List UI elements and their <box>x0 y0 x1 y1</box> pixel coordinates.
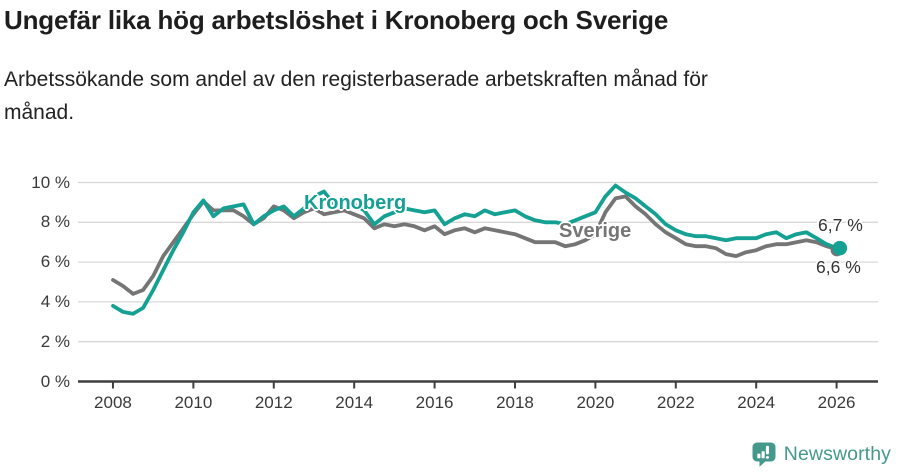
chart-title: Ungefär lika hög arbetslöshet i Kronober… <box>4 5 669 35</box>
x-tick-label-2022: 2022 <box>656 393 695 412</box>
x-tick-label-2010: 2010 <box>174 393 213 412</box>
x-tick-label-2014: 2014 <box>335 393 374 412</box>
y-tick-label-4: 4 % <box>40 291 70 311</box>
end-dot-kronoberg <box>832 240 848 256</box>
series-line-kronoberg <box>111 183 842 316</box>
end-value-label-kronoberg: 6,7 % <box>818 215 863 235</box>
y-tick-label-10: 10 % <box>31 172 70 192</box>
newsworthy-chart-bubble-icon <box>752 442 776 467</box>
x-tick-label-2012: 2012 <box>254 393 293 412</box>
x-tick-label-2020: 2020 <box>576 393 615 412</box>
series-line-sverige <box>111 194 842 296</box>
newsworthy-logo: Newsworthy <box>751 441 891 467</box>
y-tick-label-6: 6 % <box>40 252 70 272</box>
y-tick-label-8: 8 % <box>40 212 70 232</box>
x-tick-label-2016: 2016 <box>415 393 454 412</box>
end-value-label-sverige: 6,6 % <box>816 257 861 277</box>
x-tick-label-2008: 2008 <box>94 393 132 412</box>
series-label-kronoberg: Kronoberg <box>304 192 407 214</box>
chart-subtitle: Arbetssökande som andel av den registerb… <box>4 68 708 124</box>
newsworthy-wordmark: Newsworthy <box>783 442 891 465</box>
series-label-sverige: Sverige <box>559 220 632 242</box>
x-tick-label-2024: 2024 <box>737 393 776 412</box>
y-tick-label-0: 0 % <box>40 371 70 391</box>
y-tick-label-2: 2 % <box>40 331 70 351</box>
x-tick-label-2026: 2026 <box>817 393 856 412</box>
x-tick-label-2018: 2018 <box>496 393 534 412</box>
